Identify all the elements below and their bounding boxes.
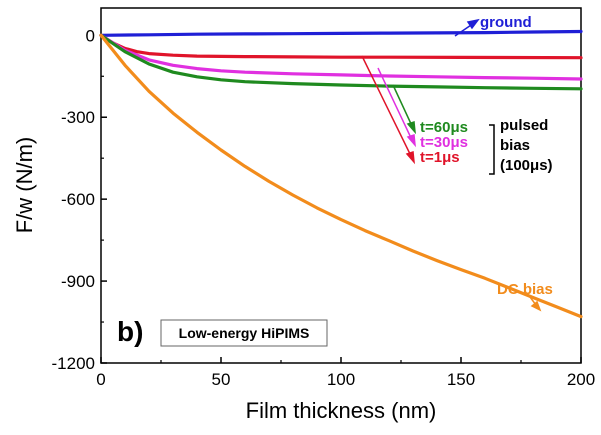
arrow-30us <box>377 67 416 148</box>
series-layer <box>99 29 583 319</box>
series-line-1 <box>99 33 583 60</box>
y-tick-label: -1200 <box>52 354 95 373</box>
series-label-60us: t=60μs <box>420 119 468 136</box>
arrow-ground <box>454 18 480 37</box>
x-tick-label: 50 <box>212 370 231 389</box>
panel-label: b) <box>117 316 143 347</box>
series-line-0 <box>99 29 583 37</box>
y-axis-title: F/w (N/m) <box>12 137 37 234</box>
bias-label-line-2: bias <box>500 137 530 154</box>
y-tick-label: 0 <box>86 26 95 45</box>
bias-bracket <box>489 124 495 175</box>
series-line-4 <box>99 33 583 319</box>
x-tick-label: 200 <box>567 370 595 389</box>
panel-box-label: Low-energy HiPIMS <box>179 325 310 341</box>
panel-box <box>160 319 328 347</box>
series-label-dc-bias: DC bias <box>497 281 553 298</box>
series-label-30us: t=30μs <box>420 134 468 151</box>
arrow-dc-bias <box>529 296 542 312</box>
arrow-60us <box>392 84 416 135</box>
x-tick-label: 100 <box>327 370 355 389</box>
bias-label-line-1: pulsed <box>500 117 548 134</box>
series-label-ground: ground <box>480 14 532 31</box>
x-tick-label: 150 <box>447 370 475 389</box>
series-label-1us: t=1μs <box>420 149 460 166</box>
x-tick-label: 0 <box>96 370 105 389</box>
bias-label-line-3: (100μs) <box>500 157 553 174</box>
plot-frame <box>100 7 582 364</box>
y-tick-label: -900 <box>61 272 95 291</box>
series-line-3 <box>99 33 583 91</box>
arrow-1us <box>361 55 415 165</box>
series-line-2 <box>99 33 583 81</box>
y-tick-label: -300 <box>61 108 95 127</box>
y-tick-label: -600 <box>61 190 95 209</box>
axis-ticks: 0 50 100 150 200 0 -300 -600 -900 -1200 <box>52 26 596 389</box>
x-axis-title: Film thickness (nm) <box>246 398 437 423</box>
